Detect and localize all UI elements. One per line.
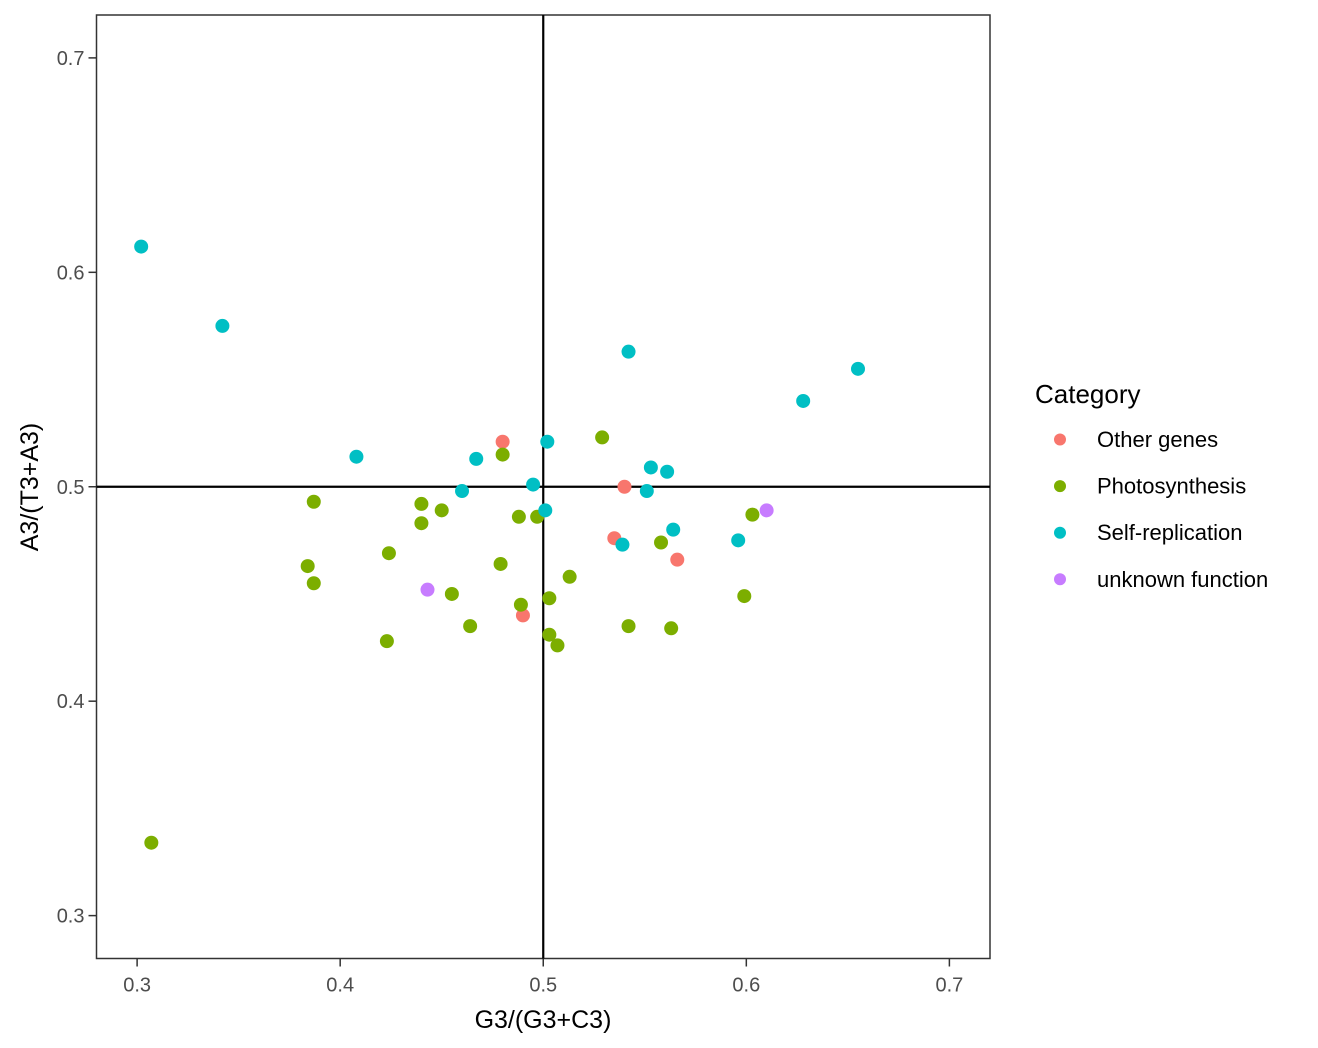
x-tick-label: 0.3: [123, 975, 151, 997]
data-point: [306, 494, 321, 509]
data-point: [469, 451, 484, 466]
data-point: [615, 537, 630, 552]
data-point: [660, 464, 675, 479]
data-point: [414, 516, 429, 531]
data-point: [511, 509, 526, 524]
x-tick-label: 0.4: [326, 975, 354, 997]
y-tick-label: 0.4: [57, 691, 85, 713]
y-tick-label: 0.3: [57, 906, 85, 928]
data-point: [595, 430, 610, 445]
legend-key-dot: [1054, 433, 1066, 446]
data-point: [643, 460, 658, 475]
y-axis: 0.3 0.4 0.5 0.6 0.7: [57, 48, 97, 928]
data-points-layer: [134, 239, 866, 850]
data-point: [495, 447, 510, 462]
data-point: [495, 434, 510, 449]
data-point: [670, 552, 685, 567]
data-point: [526, 477, 541, 492]
data-point: [562, 569, 577, 584]
data-point: [444, 586, 459, 601]
legend-key-dot: [1054, 573, 1066, 586]
x-tick-label: 0.5: [529, 975, 557, 997]
legend-items: Other genes Photosynthesis Self-replicatio…: [1054, 427, 1268, 592]
x-axis: 0.3 0.4 0.5 0.6 0.7: [123, 958, 963, 997]
data-point: [666, 522, 681, 537]
legend-item-label: unknown function: [1097, 567, 1268, 592]
data-point: [538, 503, 553, 518]
data-point: [420, 582, 435, 597]
data-point: [542, 591, 557, 606]
data-point: [463, 619, 478, 634]
data-point: [306, 576, 321, 591]
legend-title: Category: [1035, 379, 1141, 409]
data-point: [144, 835, 159, 850]
data-point: [349, 449, 364, 464]
data-point: [513, 597, 528, 612]
data-point: [621, 619, 636, 634]
legend-item-label: Photosynthesis: [1097, 474, 1246, 499]
data-point: [737, 589, 752, 604]
x-tick-label: 0.6: [732, 975, 760, 997]
data-point: [851, 361, 866, 376]
data-point: [379, 634, 394, 649]
data-point: [759, 503, 774, 518]
data-point: [664, 621, 679, 636]
legend-key-dot: [1054, 526, 1066, 539]
data-point: [215, 318, 230, 333]
y-tick-label: 0.6: [57, 262, 85, 284]
data-point: [134, 239, 149, 254]
x-axis-title: G3/(G3+C3): [475, 1006, 612, 1034]
data-point: [617, 479, 632, 494]
data-point: [550, 638, 565, 653]
x-tick-label: 0.7: [935, 975, 963, 997]
data-point: [455, 484, 470, 499]
y-axis-title: A3/(T3+A3): [16, 423, 44, 552]
data-point: [493, 556, 508, 571]
data-point: [300, 559, 315, 574]
data-point: [796, 393, 811, 408]
legend-item-label: Other genes: [1097, 427, 1218, 452]
data-point: [621, 344, 636, 359]
y-tick-label: 0.7: [57, 48, 85, 70]
y-tick-label: 0.5: [57, 477, 85, 499]
data-point: [381, 546, 396, 561]
data-point: [745, 507, 760, 522]
legend-key-dot: [1054, 480, 1066, 493]
data-point: [540, 434, 555, 449]
data-point: [542, 627, 557, 642]
data-point: [434, 503, 449, 518]
data-point: [654, 535, 669, 550]
data-point: [414, 496, 429, 511]
data-point: [515, 608, 530, 623]
data-point: [639, 484, 654, 499]
data-point: [731, 533, 746, 548]
legend: Category Other genes Photosynthesis Self-r…: [1035, 379, 1268, 592]
legend-item-label: Self-replication: [1097, 520, 1243, 545]
